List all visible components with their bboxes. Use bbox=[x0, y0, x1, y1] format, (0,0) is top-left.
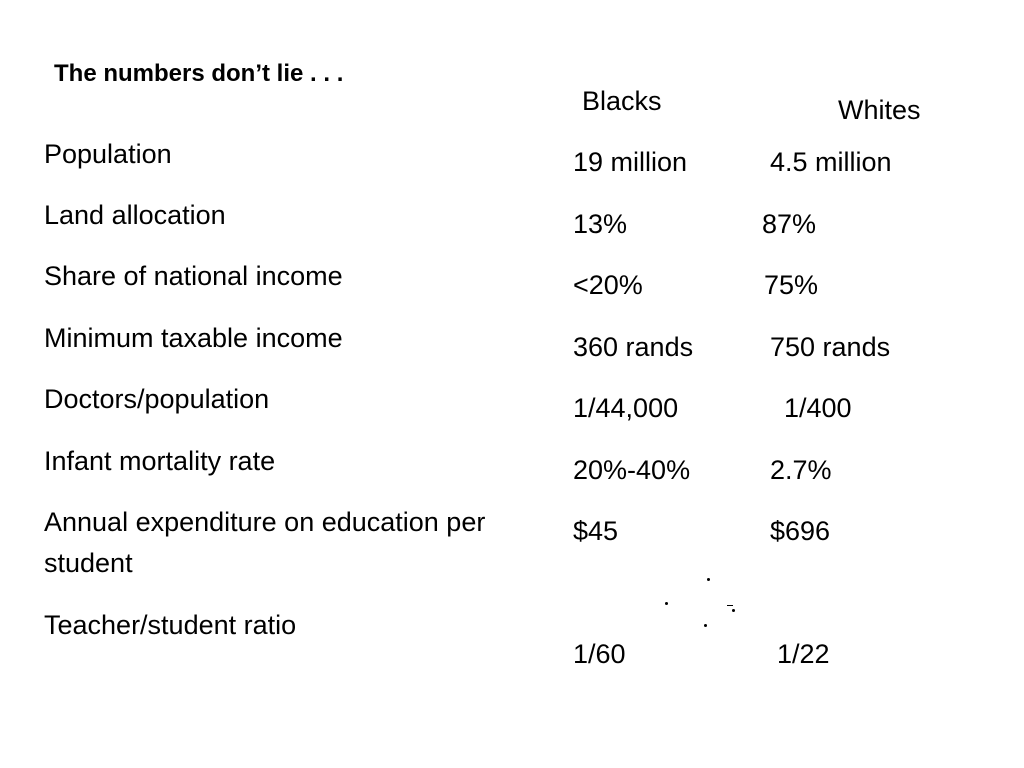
column-header-blacks: Blacks bbox=[582, 86, 662, 116]
row-label-minimum-taxable-income: Minimum taxable income bbox=[44, 323, 343, 353]
row-label-infant-mortality-rate: Infant mortality rate bbox=[44, 446, 276, 476]
value-whites-doctors: 1/400 bbox=[784, 393, 852, 423]
value-blacks-population: 19 million bbox=[573, 147, 688, 177]
value-whites-national-income: 75% bbox=[764, 270, 819, 300]
column-header-whites: Whites bbox=[838, 95, 921, 125]
row-label-doctors-population: Doctors/population bbox=[44, 384, 270, 414]
row-label-share-of-national-income: Share of national income bbox=[44, 261, 343, 291]
value-blacks-infant-mortality: 20%-40% bbox=[573, 455, 691, 485]
value-whites-population: 4.5 million bbox=[770, 147, 892, 177]
value-whites-teacher-ratio: 1/22 bbox=[777, 639, 830, 669]
row-label-teacher-student-ratio: Teacher/student ratio bbox=[44, 610, 297, 640]
value-blacks-land-allocation: 13% bbox=[573, 209, 628, 239]
stray-dot bbox=[665, 602, 668, 605]
value-blacks-doctors: 1/44,000 bbox=[573, 393, 679, 423]
row-label-land-allocation: Land allocation bbox=[44, 200, 226, 230]
row-label-population: Population bbox=[44, 139, 172, 169]
value-whites-min-taxable-income: 750 rands bbox=[770, 332, 891, 362]
slide-title: The numbers don’t lie . . . bbox=[54, 60, 344, 87]
value-blacks-min-taxable-income: 360 rands bbox=[573, 332, 694, 362]
value-blacks-education: $45 bbox=[573, 516, 619, 546]
value-whites-education: $696 bbox=[770, 516, 831, 546]
value-whites-infant-mortality: 2.7% bbox=[770, 455, 832, 485]
row-label-education-expenditure: Annual expenditure on education per stud… bbox=[44, 507, 486, 578]
stray-dot bbox=[704, 624, 707, 627]
stray-dot bbox=[732, 609, 735, 612]
value-blacks-teacher-ratio: 1/60 bbox=[573, 639, 626, 669]
value-whites-land-allocation: 87% bbox=[762, 209, 817, 239]
stray-dot bbox=[707, 578, 710, 581]
value-blacks-national-income: <20% bbox=[573, 270, 643, 300]
stray-dash bbox=[727, 605, 733, 606]
